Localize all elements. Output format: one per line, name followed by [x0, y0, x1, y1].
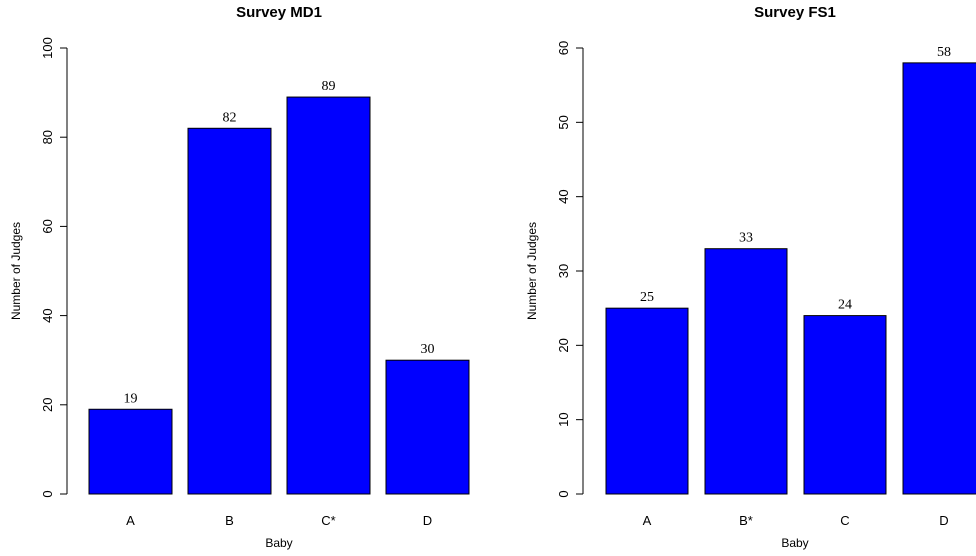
y-tick-label: 10 [556, 412, 571, 426]
x-tick-label: B* [739, 513, 753, 528]
y-tick-label: 50 [556, 115, 571, 129]
data-label: 89 [322, 79, 336, 94]
data-label: 19 [124, 391, 138, 406]
data-labels: 25 33 24 58 [640, 45, 951, 313]
x-tick-label: C [840, 513, 849, 528]
bar-B [187, 127, 272, 495]
bar-A [88, 408, 173, 495]
bars [88, 96, 470, 495]
data-label: 33 [739, 231, 753, 246]
bar-A [605, 307, 689, 495]
data-labels: 19 82 89 30 [124, 79, 435, 406]
y-tick-label: 30 [556, 264, 571, 278]
y-axis-label: Number of Judges [9, 222, 23, 320]
y-axis: 0 10 20 30 40 50 60 [556, 41, 584, 498]
y-tick-label: 0 [556, 490, 571, 497]
bars [605, 62, 976, 495]
chart-title: Survey FS1 [754, 4, 836, 21]
y-tick-label: 100 [40, 37, 55, 59]
x-tick-label: B [225, 513, 234, 528]
x-tick-label: D [423, 513, 432, 528]
y-tick-label: 80 [40, 130, 55, 144]
x-tick-labels: A B C* D [126, 513, 432, 528]
bar-C [803, 315, 887, 495]
y-axis-label: Number of Judges [525, 222, 539, 320]
y-tick-label: 0 [40, 490, 55, 497]
y-tick-label: 20 [556, 338, 571, 352]
data-label: 30 [421, 342, 435, 357]
y-tick-label: 40 [40, 308, 55, 322]
x-tick-label: A [643, 513, 652, 528]
data-label: 58 [937, 45, 951, 60]
y-tick-label: 40 [556, 189, 571, 203]
x-tick-labels: A B* C D [643, 513, 949, 528]
x-tick-label: A [126, 513, 135, 528]
data-label: 25 [640, 290, 654, 305]
x-axis-label: Baby [265, 536, 292, 550]
chart-panel-md1: Survey MD1 Number of Judges Baby 0 20 40 60… [9, 4, 470, 550]
bar-D [902, 62, 976, 495]
y-tick-label: 60 [40, 219, 55, 233]
data-label: 82 [223, 110, 237, 125]
y-axis: 0 20 40 60 80 100 [40, 37, 68, 498]
x-tick-label: D [939, 513, 948, 528]
y-tick-label: 60 [556, 41, 571, 55]
bar-B* [704, 248, 788, 495]
y-tick-label: 20 [40, 398, 55, 412]
x-axis-label: Baby [781, 536, 808, 550]
x-tick-label: C* [321, 513, 335, 528]
chart-title: Survey MD1 [236, 4, 322, 21]
data-label: 24 [838, 298, 852, 313]
bar-C* [286, 96, 371, 495]
chart-panel-fs1: Survey FS1 Number of Judges Baby 0 10 20 30… [525, 4, 976, 550]
bar-D [385, 359, 470, 495]
